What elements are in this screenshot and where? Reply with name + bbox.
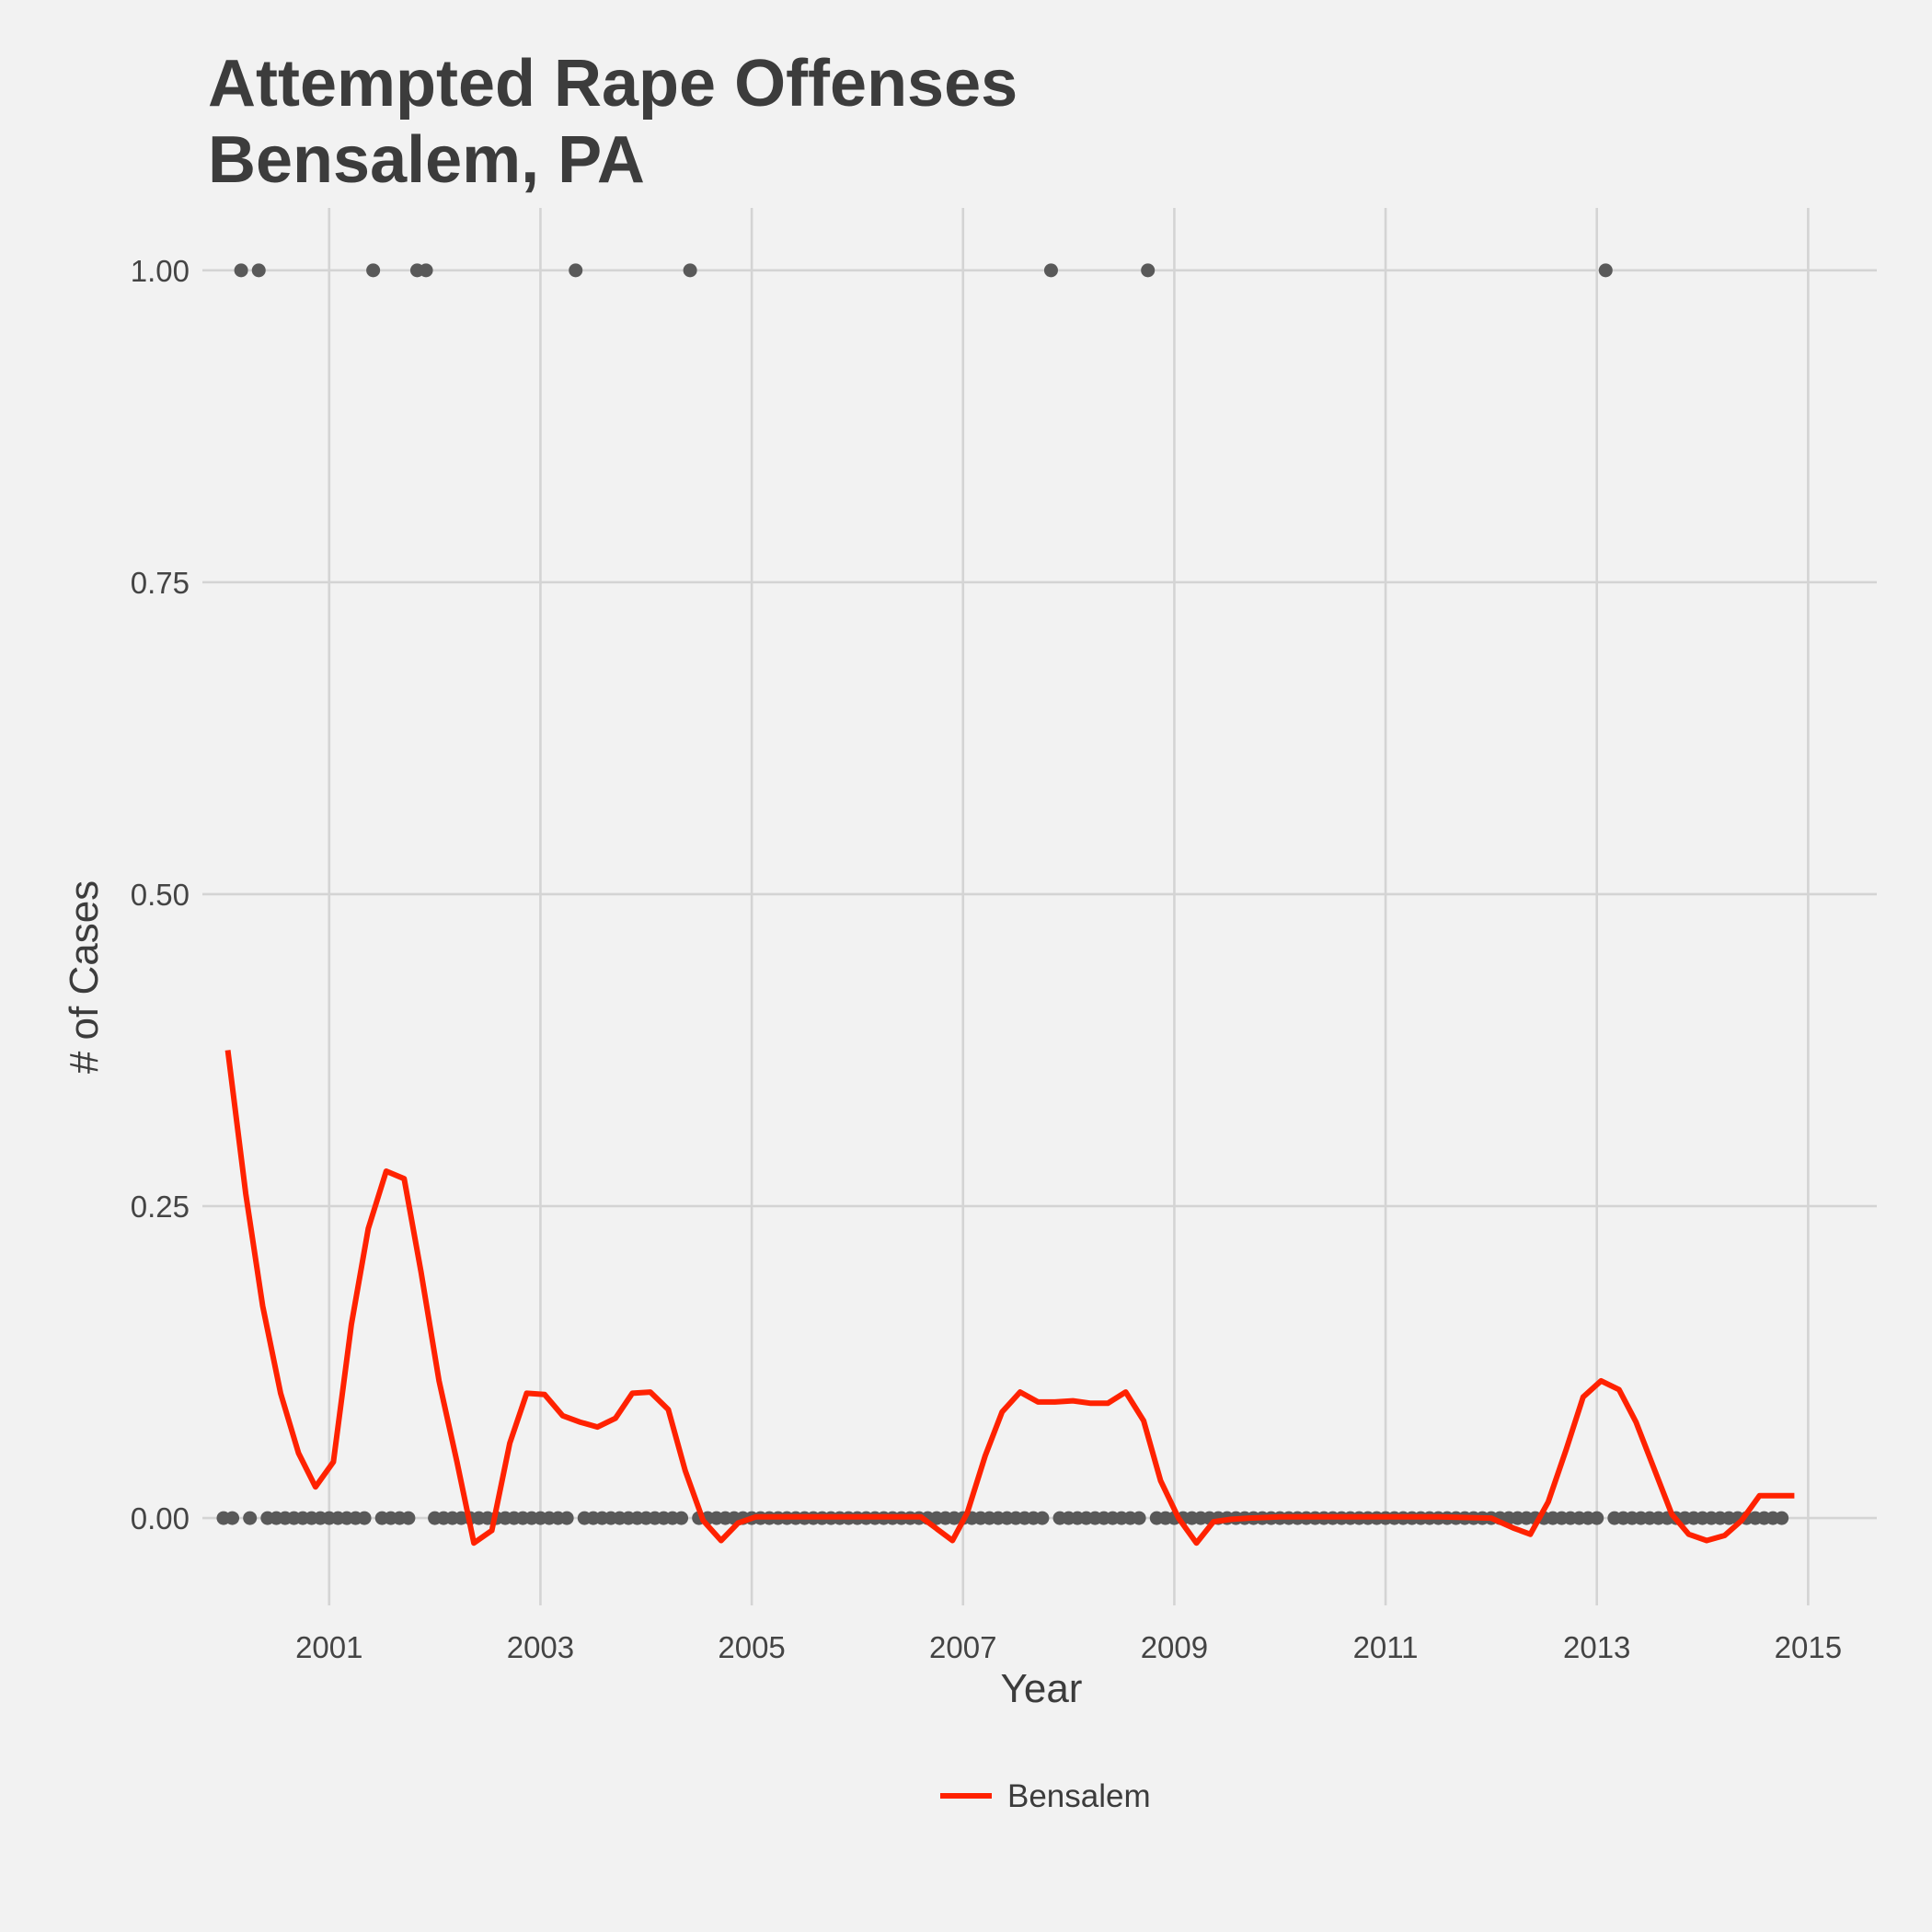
- chart-title-line-1: Attempted Rape Offenses: [208, 47, 1018, 121]
- observation-points: [216, 263, 1789, 1525]
- legend: Bensalem: [940, 1778, 1151, 1814]
- chart-title-line-2: Bensalem, PA: [208, 123, 645, 197]
- x-tick-label: 2009: [1141, 1630, 1208, 1664]
- data-point: [1598, 263, 1613, 278]
- x-tick-label: 2003: [507, 1630, 574, 1664]
- y-tick-label: 0.25: [131, 1190, 190, 1224]
- y-tick-label: 0.50: [131, 878, 190, 912]
- data-point: [1141, 263, 1156, 278]
- data-point: [234, 263, 248, 278]
- x-axis-ticks: 2001 2003 2005 2007 2009 2011 2013 2015: [295, 1630, 1842, 1664]
- y-tick-label: 0.00: [131, 1501, 190, 1535]
- grid: [202, 208, 1877, 1605]
- x-tick-label: 2011: [1353, 1630, 1419, 1664]
- x-tick-label: 2005: [718, 1630, 785, 1664]
- data-point: [366, 263, 381, 278]
- series-lines: [224, 1050, 1795, 1547]
- data-point: [1043, 263, 1058, 278]
- data-point: [357, 1511, 372, 1525]
- data-point: [401, 1511, 416, 1525]
- x-tick-label: 2001: [295, 1630, 362, 1664]
- data-point: [674, 1511, 689, 1525]
- data-point: [1035, 1511, 1050, 1525]
- y-axis-title: # of Cases: [62, 880, 107, 1074]
- x-axis-title: Year: [1001, 1666, 1083, 1711]
- data-point: [251, 263, 266, 278]
- x-tick-label: 2013: [1563, 1630, 1630, 1664]
- data-point: [569, 263, 583, 278]
- data-point: [225, 1511, 240, 1525]
- series-line-bensalem: [224, 1050, 1795, 1547]
- data-point: [1775, 1511, 1789, 1525]
- y-tick-label: 1.00: [131, 254, 190, 288]
- data-point: [1590, 1511, 1604, 1525]
- x-tick-label: 2007: [929, 1630, 996, 1664]
- y-axis-ticks: 0.00 0.25 0.50 0.75 1.00: [131, 254, 190, 1535]
- x-tick-label: 2015: [1775, 1630, 1842, 1664]
- data-point: [1132, 1511, 1146, 1525]
- y-tick-label: 0.75: [131, 566, 190, 600]
- legend-label-bensalem: Bensalem: [1007, 1778, 1151, 1814]
- data-point: [683, 263, 697, 278]
- data-point: [419, 263, 433, 278]
- data-point: [243, 1511, 258, 1525]
- data-point: [559, 1511, 574, 1525]
